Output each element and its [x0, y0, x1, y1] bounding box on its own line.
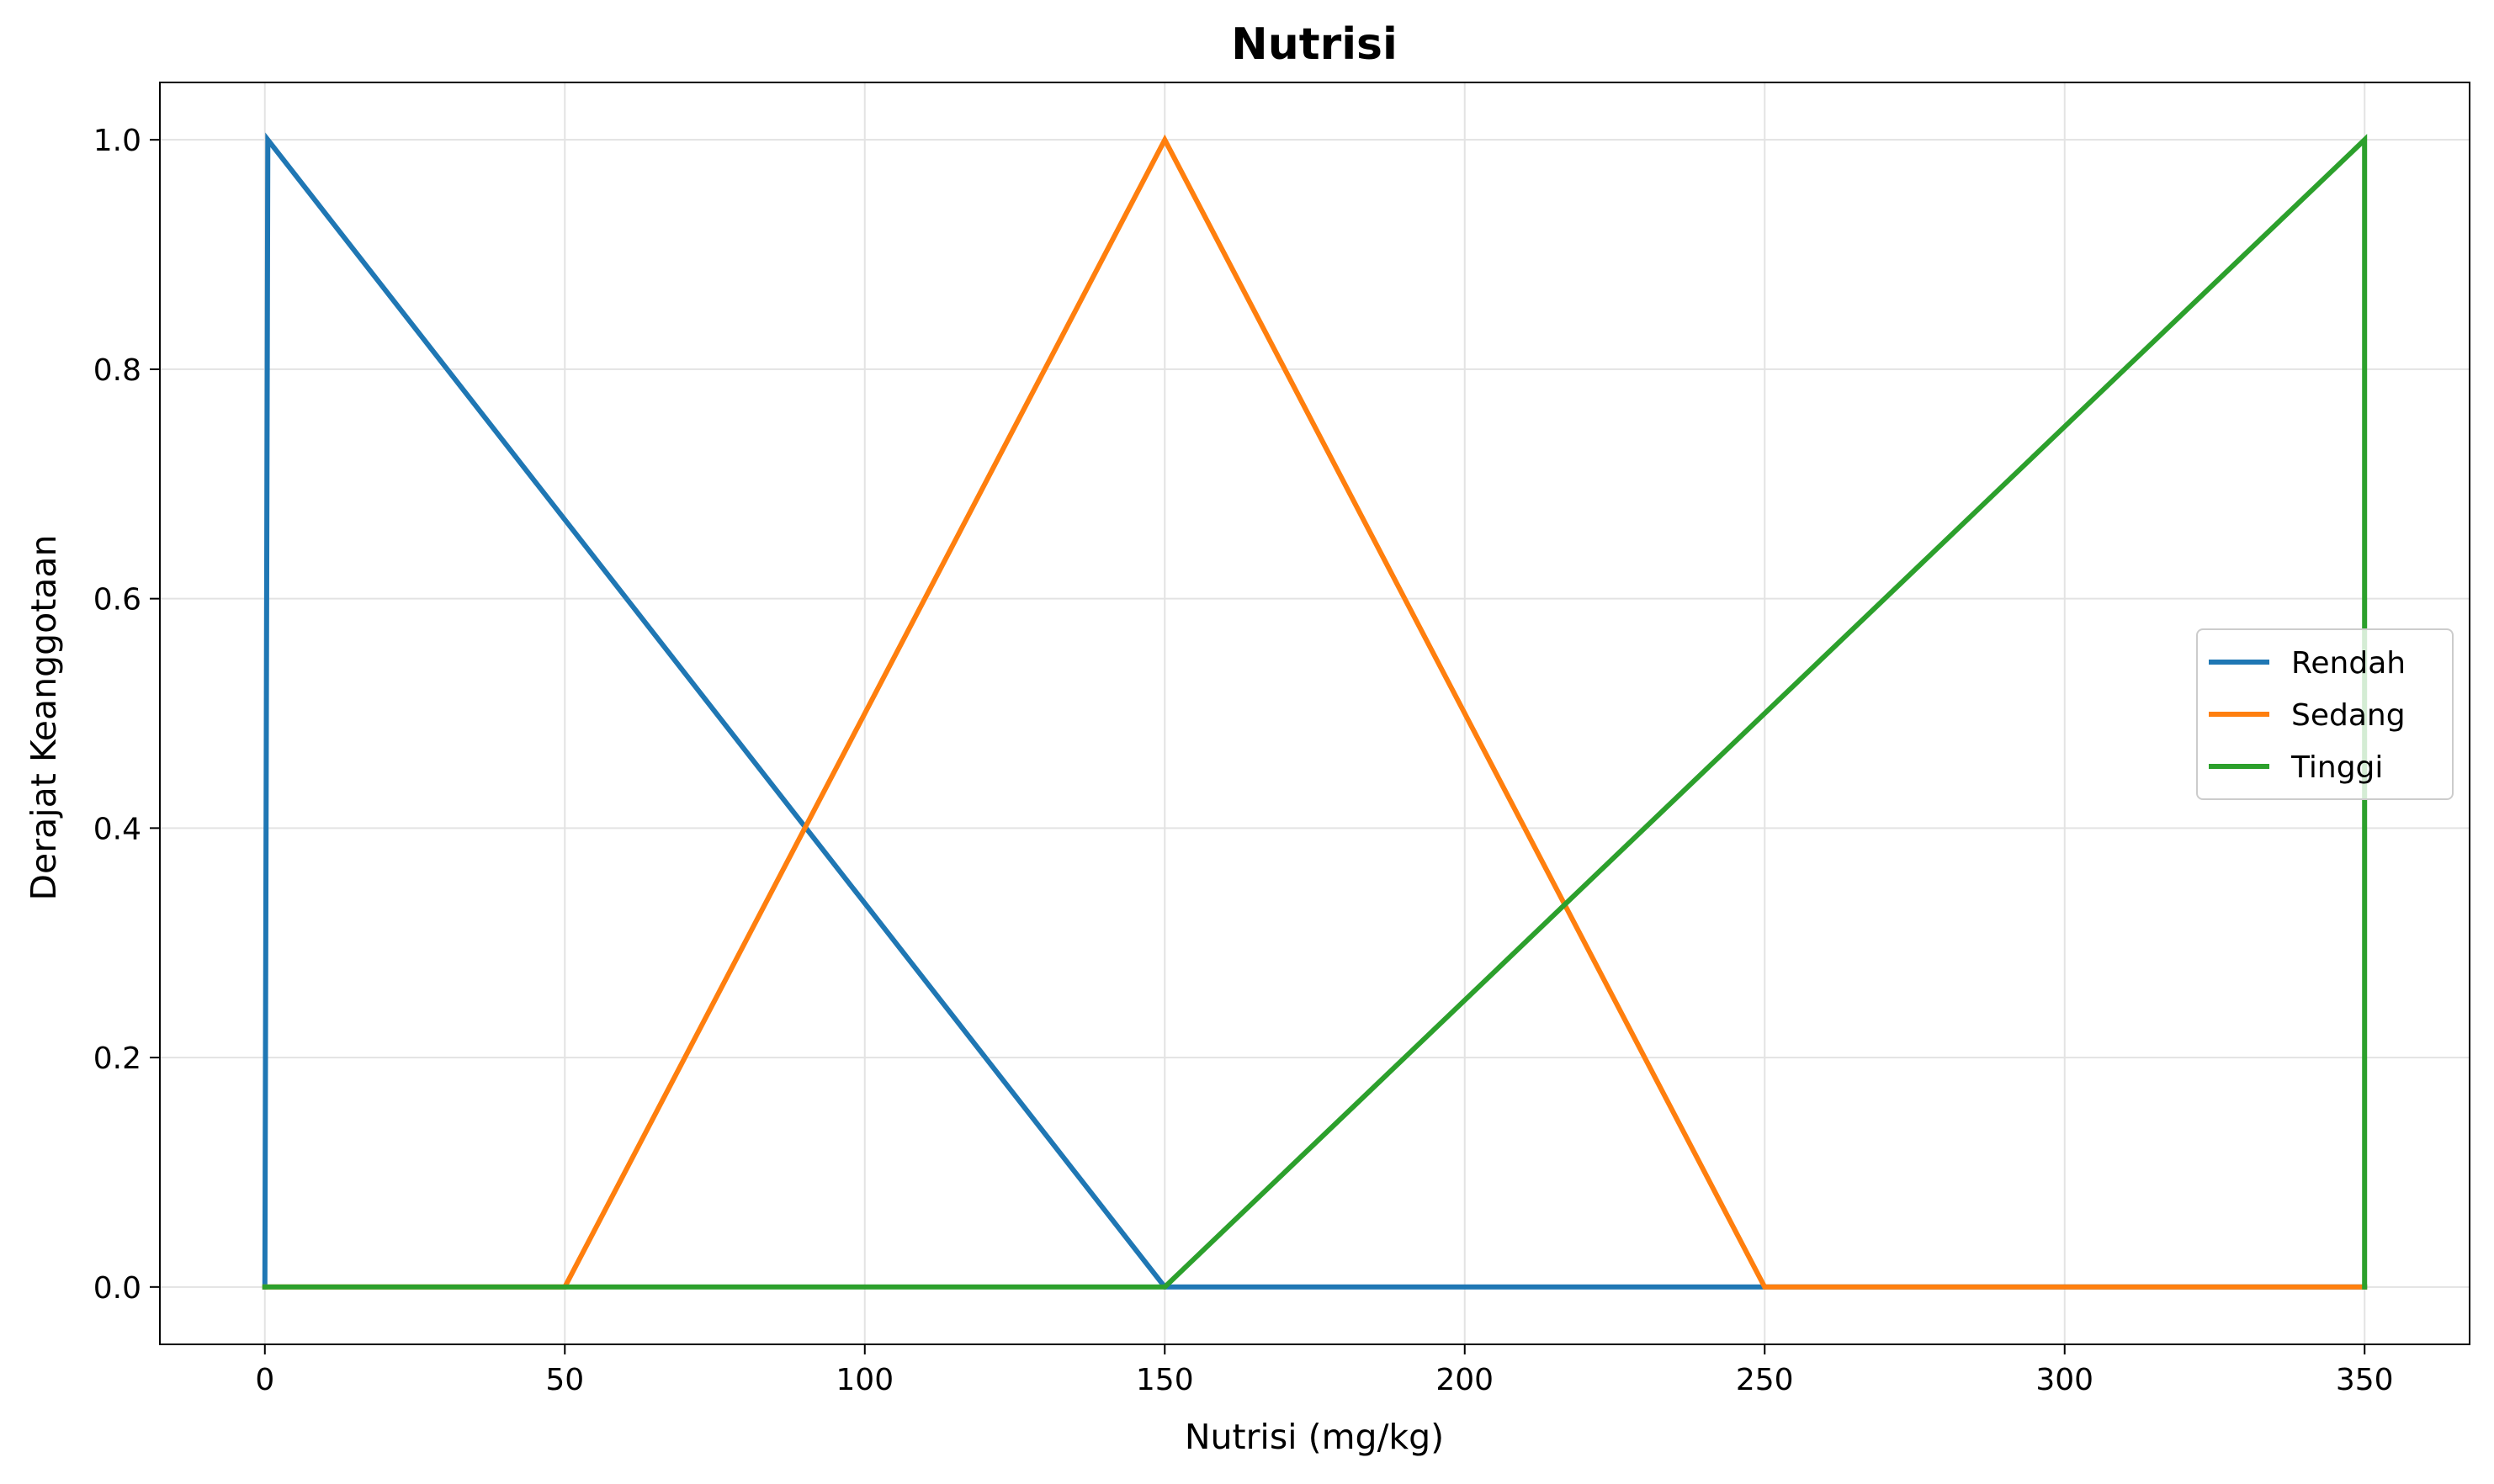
x-tick-label: 150 [1136, 1363, 1194, 1397]
chart-title: Nutrisi [1231, 19, 1398, 70]
y-tick-label: 0.0 [93, 1271, 141, 1306]
plot-frame [159, 82, 2470, 1345]
y-axis-label: Derajat Keanggotaan [24, 534, 64, 900]
y-axis-ticks: 0.0 0.2 0.4 0.6 0.8 1.0 [93, 124, 160, 1306]
legend-label-sedang: Sedang [2291, 698, 2406, 733]
x-tick-label: 50 [545, 1363, 584, 1397]
y-tick-label: 0.4 [93, 812, 141, 846]
x-axis-ticks: 0 50 100 150 200 250 300 350 [255, 1344, 2394, 1397]
x-tick-label: 200 [1435, 1363, 1494, 1397]
x-tick-label: 250 [1736, 1363, 1794, 1397]
x-tick-label: 0 [255, 1363, 274, 1397]
x-axis-label: Nutrisi (mg/kg) [1185, 1417, 1444, 1457]
legend: Rendah Sedang Tinggi [2196, 628, 2454, 800]
x-tick-label: 100 [836, 1363, 894, 1397]
x-tick-label: 300 [2035, 1363, 2093, 1397]
legend-label-tinggi: Tinggi [2290, 750, 2383, 785]
y-tick-label: 0.2 [93, 1041, 141, 1076]
y-tick-label: 1.0 [93, 124, 141, 158]
y-tick-label: 0.8 [93, 353, 141, 388]
y-tick-label: 0.6 [93, 583, 141, 617]
legend-box [2196, 628, 2454, 800]
x-tick-label: 350 [2336, 1363, 2394, 1397]
legend-label-rendah: Rendah [2291, 646, 2406, 681]
